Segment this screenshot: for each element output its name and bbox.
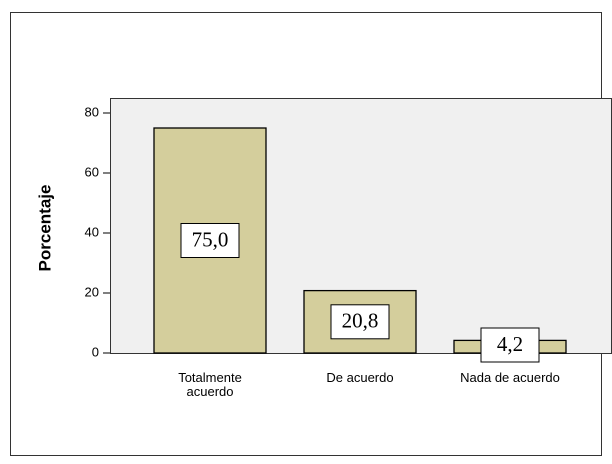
value-label: 20,8 — [342, 309, 379, 333]
y-tick-label: 40 — [85, 224, 99, 239]
y-tick-label: 20 — [85, 284, 99, 299]
y-tick-label: 80 — [85, 104, 99, 119]
value-label-box — [330, 304, 390, 340]
value-label: 75,0 — [192, 227, 229, 251]
x-tick-label: De acuerdo — [326, 370, 394, 385]
x-tick-label: Nada de acuerdo — [460, 370, 560, 385]
y-tick-label: 60 — [85, 164, 99, 179]
value-label-box — [180, 223, 240, 258]
x-tick-label: Totalmente acuerdo — [178, 370, 242, 399]
y-axis-label: Porcentaje — [35, 185, 54, 272]
value-label-box — [480, 327, 540, 363]
value-label: 4,2 — [497, 332, 523, 356]
y-tick-label: 0 — [92, 344, 99, 359]
